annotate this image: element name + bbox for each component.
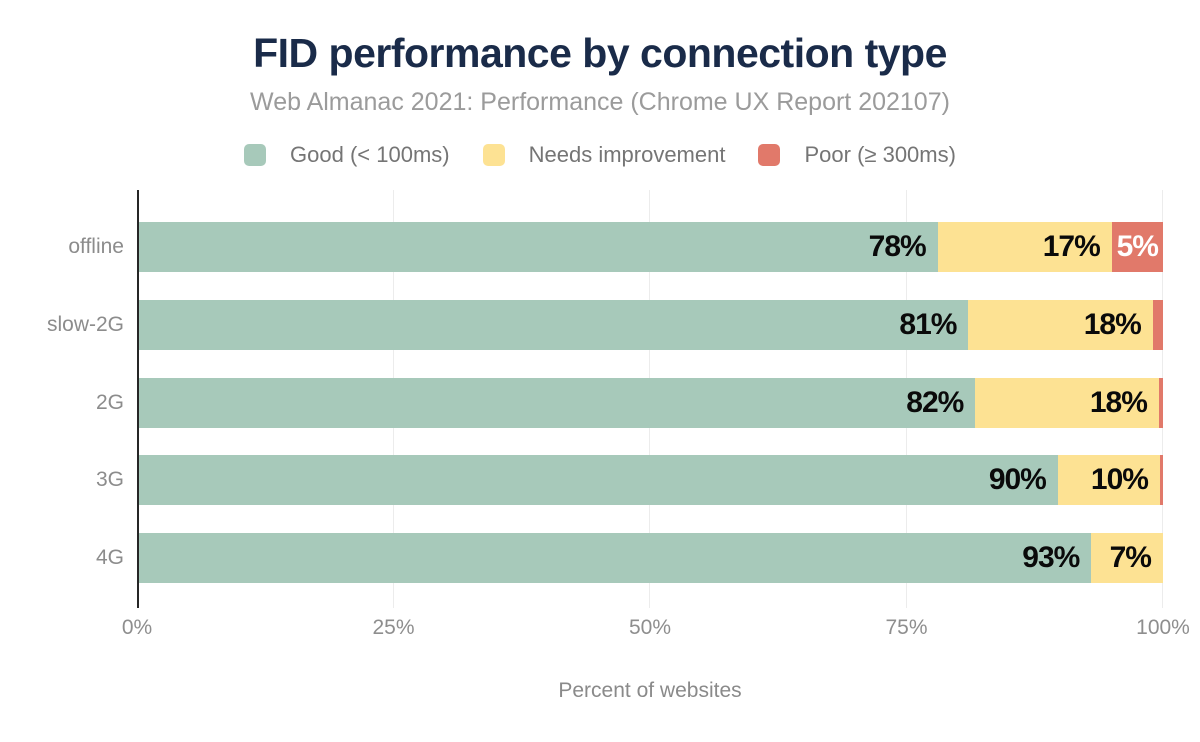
bar-value-label: 7% (1109, 541, 1152, 574)
bar-segment-2G: 18% (975, 377, 1159, 428)
bar-segment-offline: 5% (1111, 222, 1163, 272)
bar-value-label: 90% (988, 463, 1047, 497)
bar-segment-slow-2G (1152, 299, 1163, 350)
x-axis-title: Percent of websites (558, 679, 742, 702)
bar-value-label: 18% (1089, 385, 1148, 419)
chart-subtitle: Web Almanac 2021: Performance (Chrome UX… (250, 88, 950, 116)
legend: Good (< 100ms) Needs improvement Poor (≥ 3… (0, 142, 1200, 168)
bar-row-2G: 82% 18% (139, 377, 1163, 428)
bar-segment-4G: 93% (139, 533, 1092, 583)
legend-swatch-icon (758, 144, 781, 166)
x-tick-label-25: 25% (372, 616, 415, 639)
legend-label: Poor (≥ 300ms) (804, 142, 956, 167)
bar-value-label: 18% (1083, 307, 1142, 341)
bar-row-4G: 93% 7% (139, 533, 1163, 583)
bar-segment-3G: 90% (139, 455, 1058, 506)
bar-value-label: 10% (1090, 463, 1149, 497)
bar-segment-slow-2G: 81% (139, 299, 969, 350)
category-label-2G: 2G (95, 390, 124, 414)
legend-label: Good (< 100ms) (290, 142, 450, 167)
legend-swatch-icon (244, 144, 267, 166)
bar-value-label: 78% (868, 230, 927, 263)
bar-value-label: 5% (1116, 230, 1159, 263)
legend-swatch-icon (482, 144, 505, 166)
bar-segment-2G: 82% (139, 377, 976, 428)
category-label-4G: 4G (95, 546, 124, 569)
bar-row-slow-2G: 81% 18% (139, 299, 1163, 350)
bar-row-offline: 78% 17% 5% (139, 222, 1163, 272)
x-tick-label-100: 100% (1136, 616, 1190, 639)
bar-segment-slow-2G: 18% (968, 299, 1153, 350)
legend-item-2: Needs improvement (482, 142, 726, 168)
x-tick-label-75: 75% (885, 616, 928, 639)
category-label-slow-2G: slow-2G (46, 312, 124, 336)
y-axis-line (137, 190, 139, 608)
category-label-offline: offline (68, 235, 124, 258)
bar-row-3G: 90% 10% (139, 455, 1163, 506)
legend-label: Needs improvement (528, 142, 726, 167)
x-tick-label-0: 0% (121, 616, 153, 639)
bar-value-label: 17% (1042, 230, 1101, 263)
x-tick-label-50: 50% (628, 616, 672, 639)
bar-value-label: 82% (906, 385, 964, 419)
bar-segment-2G (1158, 377, 1163, 428)
chart-title: FID performance by connection type (253, 30, 947, 76)
legend-item-1: Good (< 100ms) (244, 142, 450, 168)
bar-segment-offline: 17% (937, 222, 1112, 272)
bar-segment-offline: 78% (139, 222, 938, 272)
category-label-3G: 3G (95, 468, 124, 492)
bar-value-label: 93% (1022, 541, 1080, 574)
legend-item-3: Poor (≥ 300ms) (758, 142, 956, 168)
bar-segment-4G: 7% (1091, 533, 1163, 583)
bar-segment-3G (1159, 455, 1163, 506)
plot-area: 78% 17% 5% 81% 18% 82% 18% 90% 10% 93% 7% (137, 190, 1163, 608)
bar-segment-3G: 10% (1057, 455, 1160, 506)
bar-value-label: 81% (899, 307, 957, 341)
